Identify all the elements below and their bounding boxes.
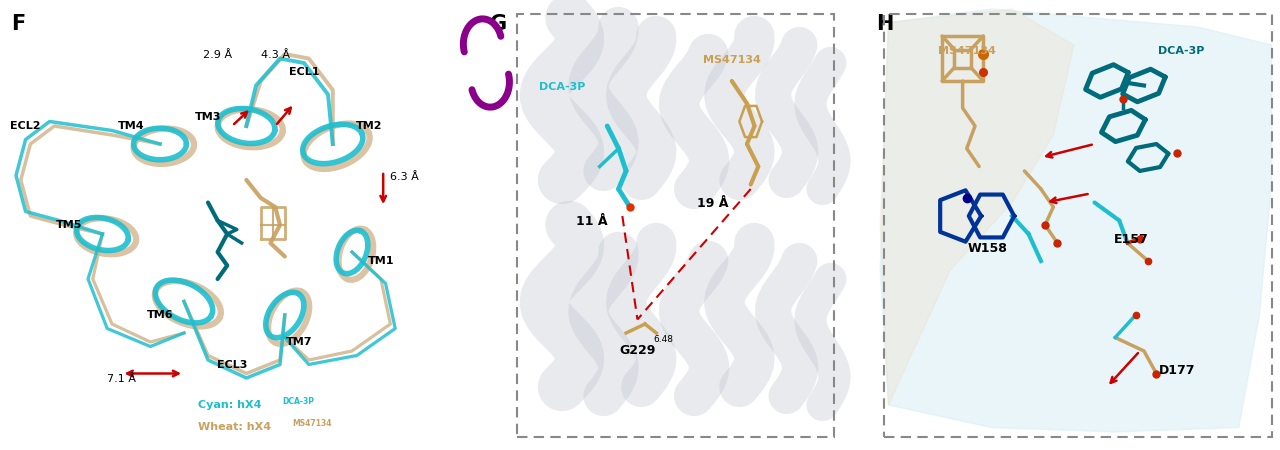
Text: 4.3 Å: 4.3 Å [261,50,289,60]
Text: MS47134: MS47134 [703,55,760,65]
Text: F: F [12,14,26,33]
Text: G229: G229 [620,345,655,357]
Text: D177: D177 [1158,364,1196,377]
Text: H: H [876,14,893,33]
Text: E157: E157 [1115,233,1149,246]
Text: 2.9 Å: 2.9 Å [204,50,232,60]
Text: Wheat: hX4: Wheat: hX4 [198,422,271,432]
Text: DCA-3P: DCA-3P [283,397,315,406]
Text: TM7: TM7 [285,337,312,347]
Text: ECL2: ECL2 [10,121,41,131]
Text: ECL1: ECL1 [289,67,319,77]
Bar [517,14,833,436]
Text: TM4: TM4 [118,121,145,131]
Text: Cyan: hX4: Cyan: hX4 [198,400,262,410]
Text: 7.1 Å: 7.1 Å [108,374,136,384]
Text: MS47134: MS47134 [292,419,332,428]
Text: TM2: TM2 [356,121,381,131]
Polygon shape [881,9,1272,432]
Text: MS47134: MS47134 [938,46,996,56]
Text: 19 Å: 19 Å [698,197,728,210]
Text: TM5: TM5 [55,220,82,230]
Text: W158: W158 [968,242,1007,255]
Text: ECL3: ECL3 [216,360,247,369]
Text: TM6: TM6 [147,310,173,320]
Text: DCA-3P: DCA-3P [1158,46,1204,56]
Text: 6.3 Å: 6.3 Å [390,172,420,182]
Text: TM3: TM3 [195,112,221,122]
Text: G: G [490,14,507,33]
Text: 11 Å: 11 Å [576,215,608,228]
Text: 6.48: 6.48 [654,335,673,344]
Text: DCA-3P: DCA-3P [539,82,585,92]
Polygon shape [881,9,1074,405]
Text: TM1: TM1 [367,256,394,266]
